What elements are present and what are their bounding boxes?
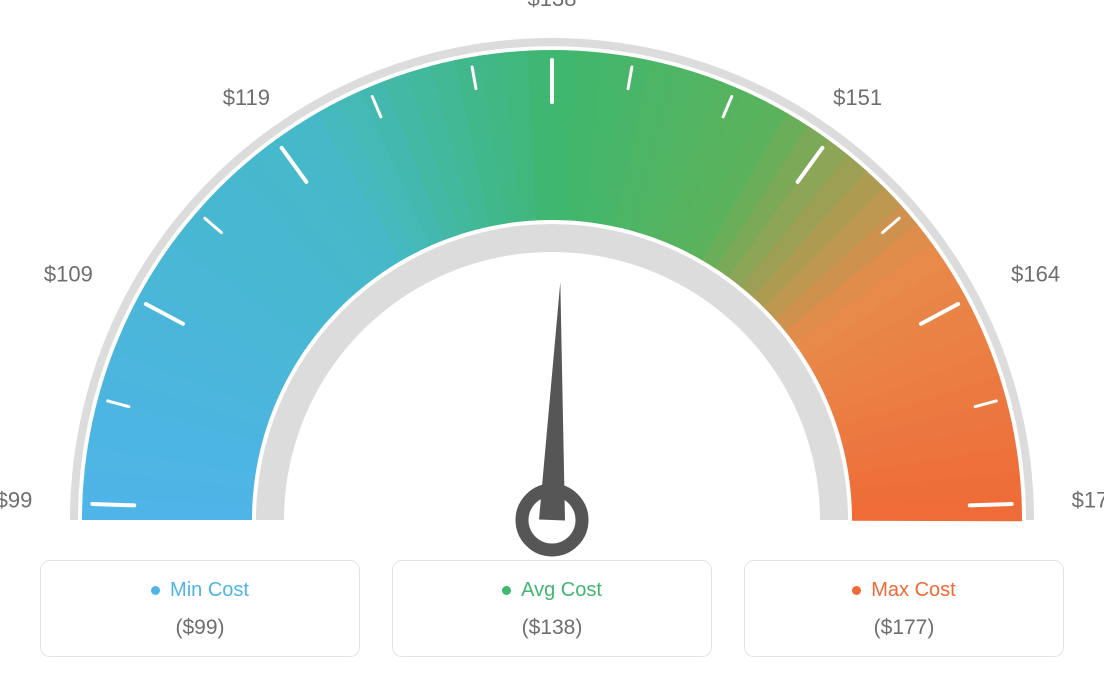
gauge-tick-label: $138	[528, 0, 577, 11]
legend-card-min: Min Cost ($99)	[40, 560, 360, 657]
gauge-tick-label: $151	[833, 85, 882, 110]
gauge-tick-label: $177	[1072, 488, 1104, 513]
gauge-tick-label: $99	[0, 488, 32, 513]
legend-row: Min Cost ($99) Avg Cost ($138) Max Cost …	[0, 560, 1104, 677]
legend-value-min: ($99)	[51, 616, 349, 640]
gauge-tick-label: $119	[223, 85, 270, 110]
legend-title-avg: Avg Cost	[502, 579, 602, 602]
legend-dot-avg	[502, 586, 511, 595]
legend-card-max: Max Cost ($177)	[744, 560, 1064, 657]
gauge-tick-label: $109	[44, 262, 93, 287]
legend-label-min: Min Cost	[170, 579, 249, 602]
legend-value-avg: ($138)	[403, 616, 701, 640]
gauge-chart: $99 $109 $119 $138 $151 $164 $177	[0, 0, 1104, 560]
gauge-svg: $99 $109 $119 $138 $151 $164 $177	[0, 0, 1104, 560]
legend-dot-min	[151, 586, 160, 595]
legend-label-max: Max Cost	[871, 579, 955, 602]
legend-card-avg: Avg Cost ($138)	[392, 560, 712, 657]
legend-title-max: Max Cost	[852, 579, 955, 602]
legend-title-min: Min Cost	[151, 579, 249, 602]
gauge-tick-label: $164	[1011, 262, 1060, 287]
legend-value-max: ($177)	[755, 616, 1053, 640]
legend-dot-max	[852, 586, 861, 595]
legend-label-avg: Avg Cost	[521, 579, 602, 602]
